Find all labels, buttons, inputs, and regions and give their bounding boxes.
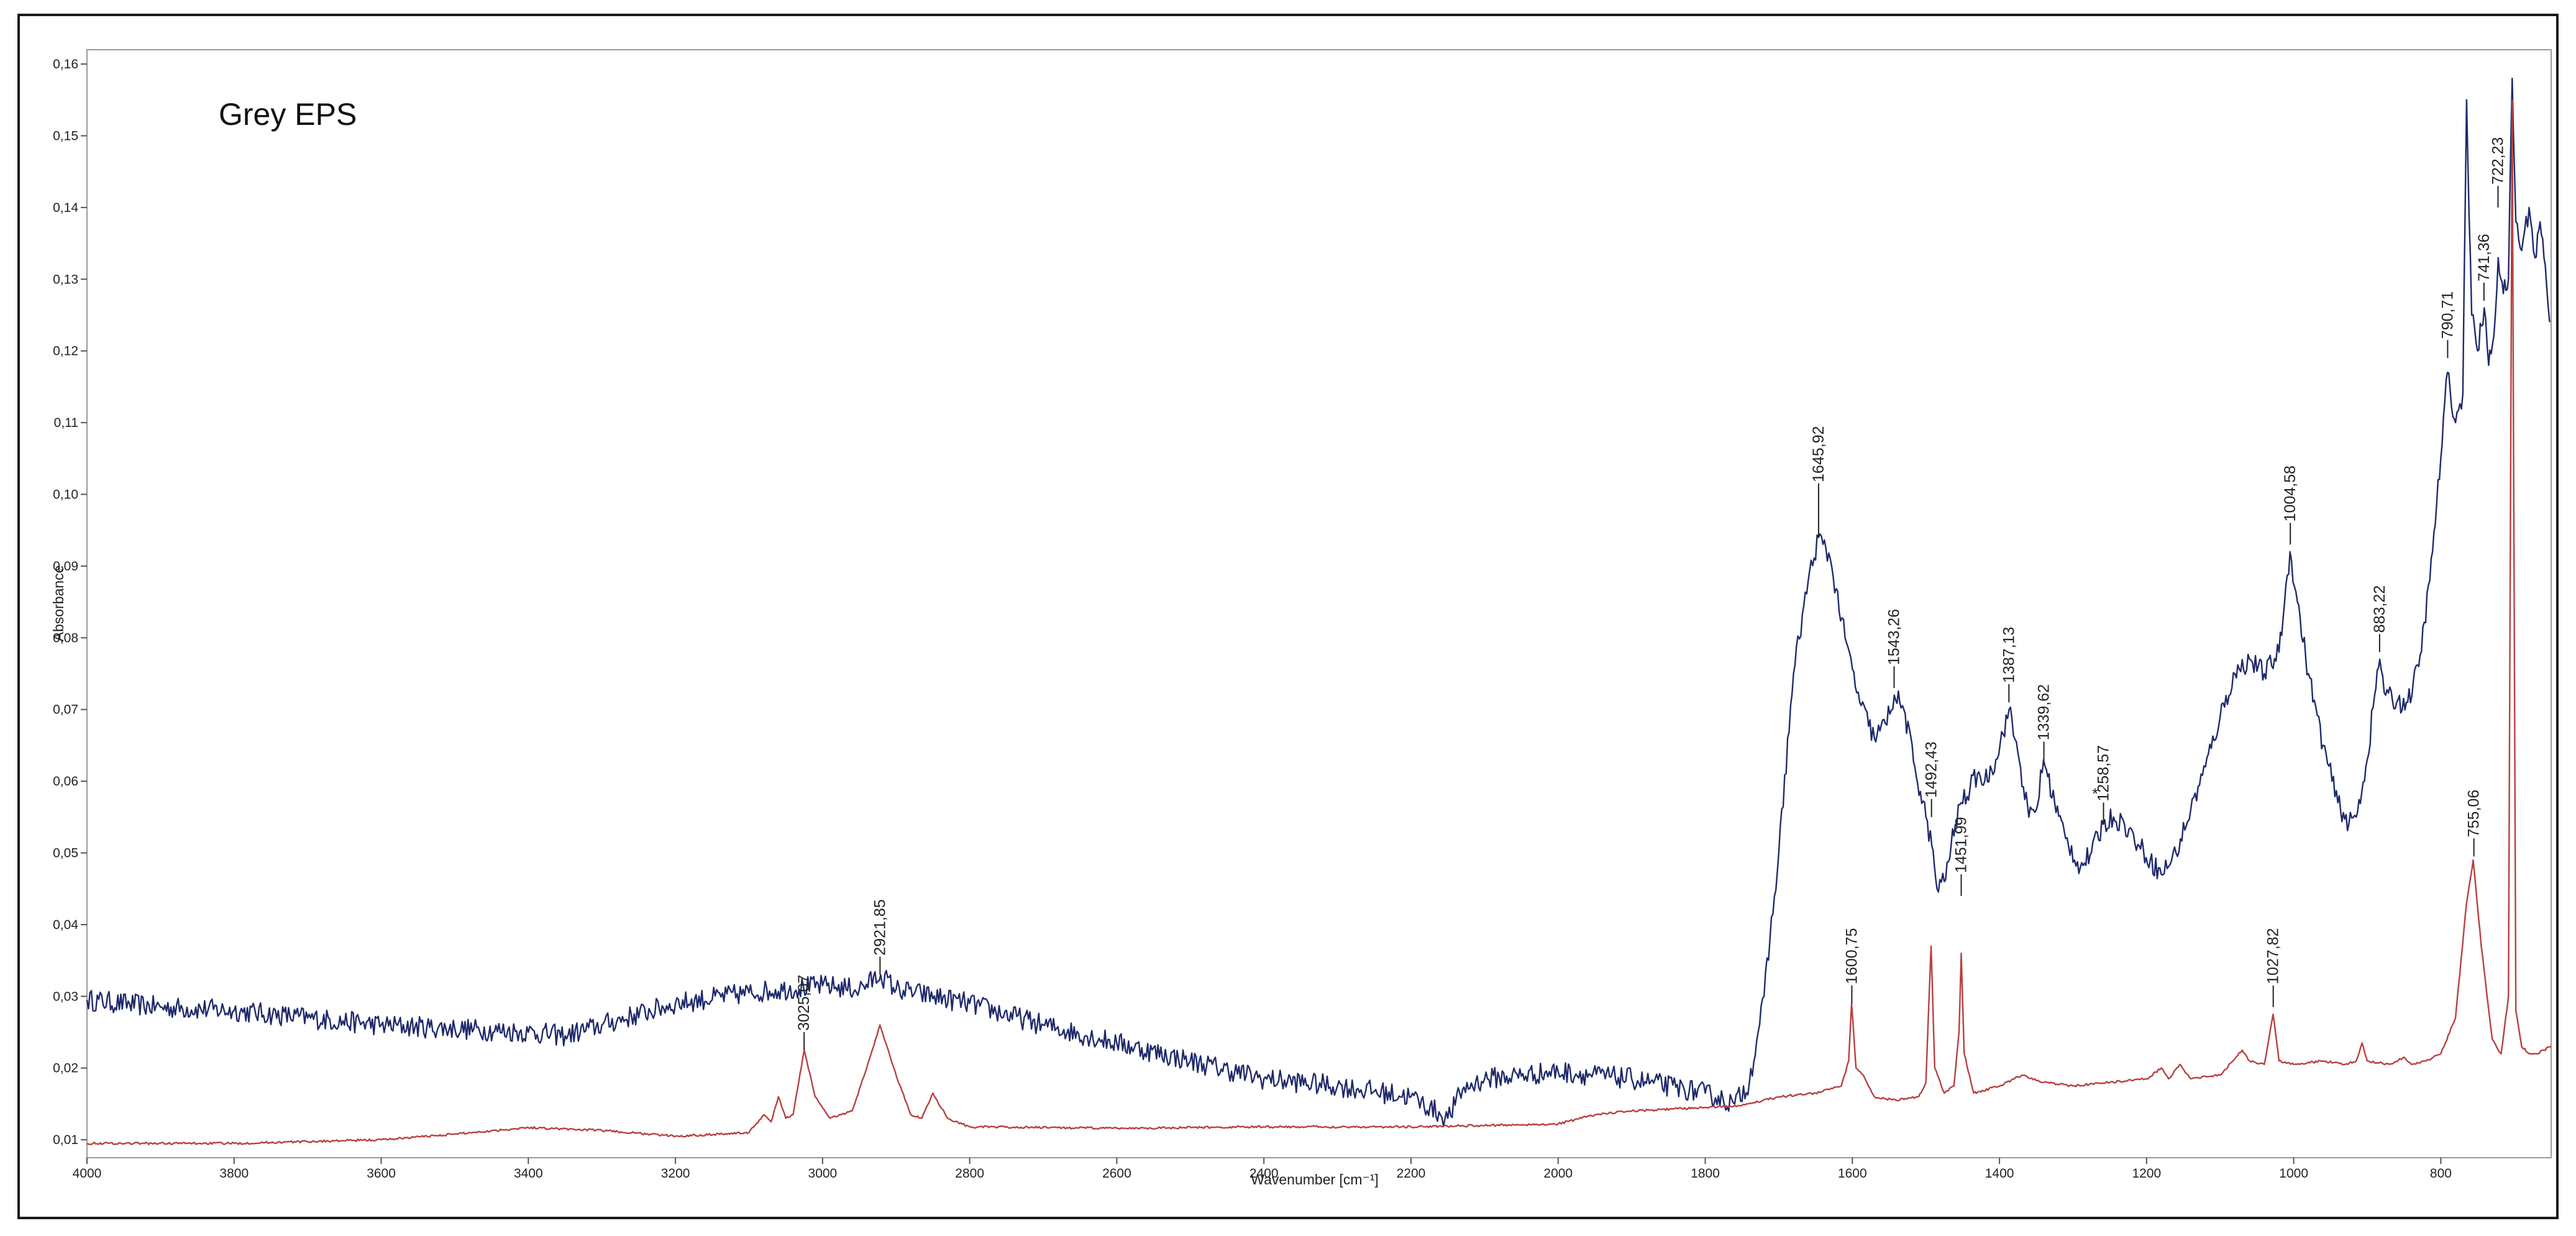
chart-title: Grey EPS: [219, 97, 357, 132]
x-tick-label: 2600: [1102, 1166, 1131, 1181]
y-tick-label: 0,07: [53, 703, 78, 717]
y-tick-label: 0,10: [53, 488, 78, 502]
peak-label: 755,06: [2465, 790, 2483, 837]
peak-label: 1258,57: [2095, 745, 2112, 801]
x-tick-label: 3800: [219, 1166, 249, 1181]
peak-label: 722,23: [2489, 137, 2506, 185]
peak-label: 741,36: [2475, 234, 2493, 281]
peak-label: 1339,62: [2035, 684, 2053, 740]
x-tick-label: 800: [2430, 1166, 2452, 1181]
peak-label: 1600,75: [1843, 928, 1860, 984]
chart-frame: 4000 3800 3600 3400 3200 3000 2800 2600 2400 2200…: [17, 14, 2559, 1219]
series-layer: [86, 78, 2552, 1145]
x-tick-label: 1600: [1838, 1166, 1867, 1181]
x-tick-label: 3600: [367, 1166, 396, 1181]
asterisk-marker: *: [2092, 785, 2098, 803]
x-axis-ticks: 4000 3800 3600 3400 3200 3000 2800 2600 2400 2200…: [73, 1158, 2452, 1181]
peak-label: 1027,82: [2265, 928, 2282, 984]
y-tick-label: 0,12: [53, 344, 78, 359]
x-tick-label: 3000: [808, 1166, 838, 1181]
x-tick-label: 2200: [1397, 1166, 1426, 1181]
plot-area-border: [86, 49, 2552, 1158]
peak-label: 1645,92: [1810, 426, 1827, 482]
peak-label: 883,22: [2371, 585, 2388, 633]
y-tick-label: 0,09: [53, 559, 78, 574]
x-tick-label: 1000: [2279, 1166, 2308, 1181]
y-tick-label: 0,01: [53, 1133, 78, 1147]
peak-label: 3025,07: [795, 974, 813, 1030]
y-tick-label: 0,05: [53, 846, 78, 861]
x-tick-label: 1800: [1691, 1166, 1720, 1181]
x-tick-label: 2800: [955, 1166, 984, 1181]
x-tick-label: 2400: [1249, 1166, 1279, 1181]
peak-label: 1492,43: [1923, 741, 1940, 797]
y-tick-label: 0,04: [53, 918, 78, 932]
peak-label: 2921,85: [871, 899, 888, 955]
x-tick-label: 2000: [1543, 1166, 1573, 1181]
peak-label: 1004,58: [2281, 465, 2299, 521]
peak-label: 1387,13: [2000, 627, 2017, 683]
x-tick-label: 4000: [73, 1166, 102, 1181]
peak-label: 1451,99: [1953, 817, 1970, 873]
x-tick-label: 3400: [514, 1166, 543, 1181]
series-line-2: [86, 99, 2552, 1145]
peak-annotations: 3025,07 2921,85 1645,92 1600,75 1543,26 1492,…: [795, 137, 2506, 1050]
ftir-spectrum-chart: 4000 3800 3600 3400 3200 3000 2800 2600 2400 2200…: [50, 49, 2552, 1188]
x-tick-label: 3200: [661, 1166, 690, 1181]
y-tick-label: 0,14: [53, 201, 78, 215]
peak-label: 1543,26: [1885, 609, 1902, 665]
peak-label: 790,71: [2439, 291, 2456, 339]
x-tick-label: 1200: [2132, 1166, 2162, 1181]
x-axis-title: Wavenumber [cm⁻¹]: [1251, 1171, 1379, 1188]
y-tick-label: 0,11: [54, 416, 78, 430]
y-tick-label: 0,08: [53, 631, 78, 645]
y-tick-label: 0,03: [53, 989, 78, 1004]
y-tick-label: 0,15: [53, 129, 78, 143]
y-tick-label: 0,02: [53, 1061, 78, 1076]
y-tick-label: 0,06: [53, 774, 78, 789]
y-tick-label: 0,16: [53, 57, 78, 71]
y-tick-label: 0,13: [53, 272, 78, 286]
y-axis-title: Absorbance: [50, 565, 66, 642]
y-axis-ticks: 0,01 0,02 0,03 0,04 0,05 0,06 0,07 0,08 0,09 0,10…: [53, 57, 87, 1147]
x-tick-label: 1400: [1985, 1166, 2014, 1181]
series-line-1: [86, 78, 2551, 1127]
